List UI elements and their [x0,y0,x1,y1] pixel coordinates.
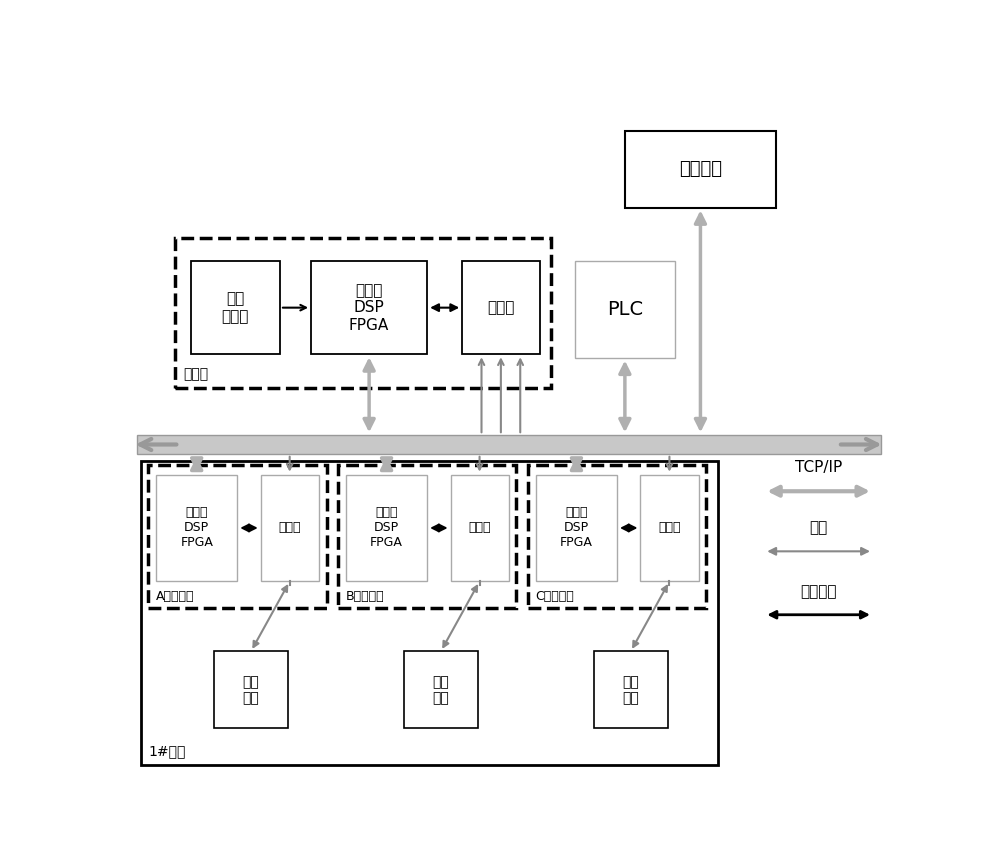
Text: 1#阀组: 1#阀组 [148,744,186,759]
Text: 阀控板
DSP
FPGA: 阀控板 DSP FPGA [560,506,593,550]
Text: 主控筱: 主控筱 [183,367,208,381]
Bar [140,461,718,765]
Text: 光纤板: 光纤板 [278,521,301,534]
Bar [338,465,516,608]
Bar [536,474,617,582]
Bar [261,474,319,582]
Text: 光纤板: 光纤板 [468,521,491,534]
Text: 信号
调理板: 信号 调理板 [222,291,249,324]
Text: 监控系统: 监控系统 [679,160,722,178]
Bar [462,261,540,355]
Bar [404,651,478,728]
Text: PLC: PLC [607,300,643,319]
Bar [625,131,776,207]
Text: 阀组
单元: 阀组 单元 [243,675,259,705]
Text: 主控板
DSP
FPGA: 主控板 DSP FPGA [349,283,389,333]
Text: 阀组
单元: 阀组 单元 [622,675,639,705]
Text: 阀控板
DSP
FPGA: 阀控板 DSP FPGA [180,506,213,550]
Text: A相阀控筱: A相阀控筱 [156,590,194,603]
Text: 阀组
单元: 阀组 单元 [432,675,449,705]
Bar [594,651,668,728]
Bar [528,465,706,608]
Text: 光纤板: 光纤板 [658,521,681,534]
Text: B相阀控筱: B相阀控筱 [346,590,384,603]
Text: 光纤: 光纤 [810,520,828,536]
Text: 数据总线: 数据总线 [800,583,837,599]
Bar [156,474,237,582]
Text: 光纤板: 光纤板 [487,300,515,316]
Bar [640,474,698,582]
Text: 阀控板
DSP
FPGA: 阀控板 DSP FPGA [370,506,403,550]
Bar [574,261,675,358]
Text: TCP/IP: TCP/IP [795,460,842,475]
Bar [450,474,509,582]
Bar [311,261,427,355]
Bar [175,238,551,388]
Bar [191,261,280,355]
Bar [137,435,881,453]
Bar [148,465,326,608]
Bar [214,651,288,728]
Text: C相阀控筱: C相阀控筱 [536,590,574,603]
Bar [346,474,427,582]
